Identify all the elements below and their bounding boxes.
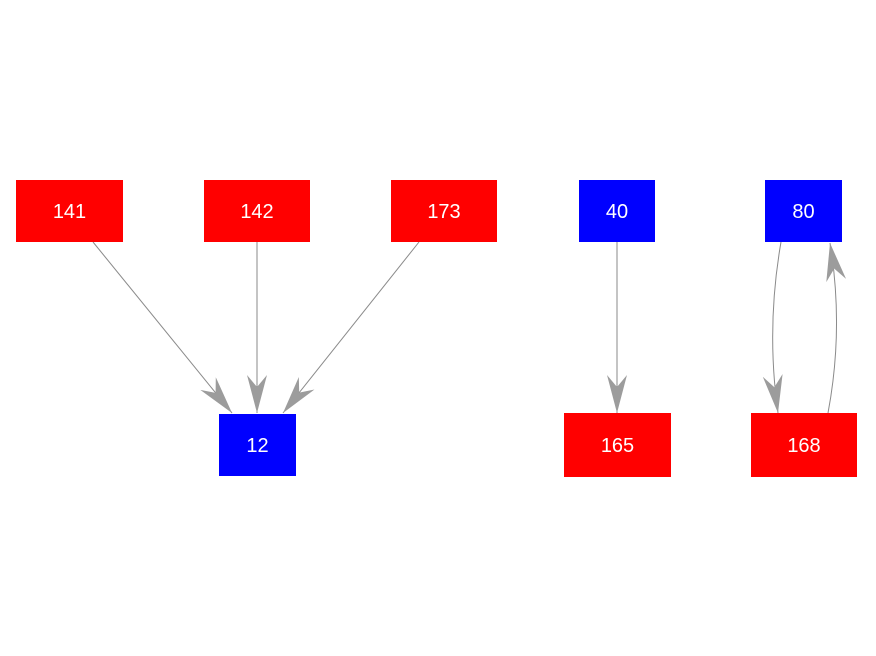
- node-12: [219, 414, 296, 476]
- node-40-label: 40: [606, 201, 628, 223]
- node-141: [16, 180, 123, 242]
- edge-168-80: [826, 242, 847, 414]
- edge-173-12: [282, 241, 420, 414]
- node-12-label: 12: [246, 435, 268, 457]
- node-142-label: 142: [240, 201, 273, 223]
- node-165-label: 165: [601, 435, 634, 457]
- node-168: [751, 413, 857, 477]
- edge-141-12: [92, 241, 233, 414]
- node-80-label: 80: [792, 201, 814, 223]
- nodes-layer: 141 142 173 40 80 12 165 168: [16, 180, 857, 477]
- node-142: [204, 180, 310, 242]
- node-40: [579, 180, 655, 242]
- node-165: [564, 413, 671, 477]
- edges-layer: [92, 241, 847, 414]
- edge-80-168: [762, 241, 783, 414]
- node-173: [391, 180, 497, 242]
- node-168-label: 168: [787, 435, 820, 457]
- node-80: [765, 180, 842, 242]
- node-173-label: 173: [427, 201, 460, 223]
- node-141-label: 141: [53, 201, 86, 223]
